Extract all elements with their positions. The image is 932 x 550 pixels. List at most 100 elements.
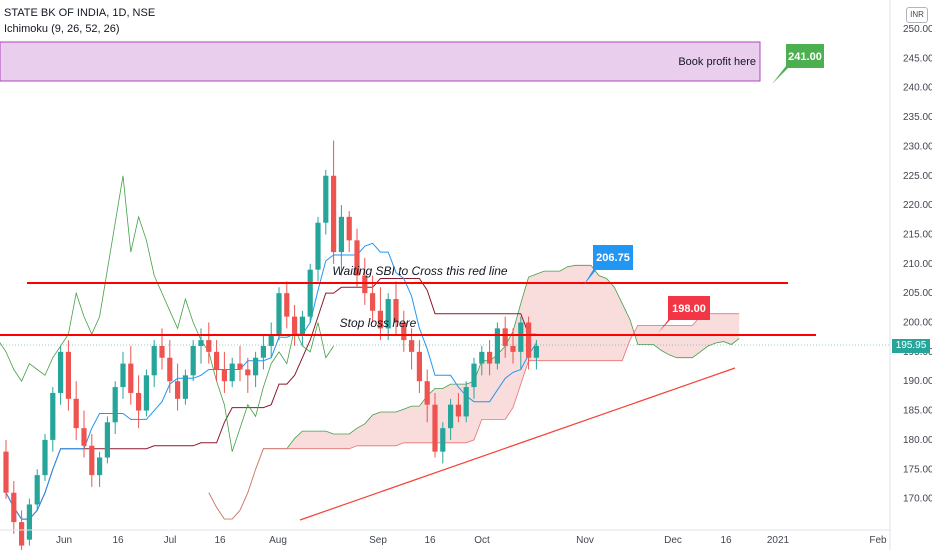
x-tick-label: Aug	[269, 535, 287, 546]
candle	[432, 392, 438, 458]
time-axis[interactable]: Jun 16 Jul 16 Aug Sep 16 Oct Nov Dec 16 2021 Feb	[56, 535, 887, 546]
currency-button[interactable]: INR	[906, 7, 928, 23]
callout-241[interactable]: 241.00	[772, 44, 824, 84]
candle	[299, 310, 305, 346]
y-tick-label: 220.00	[903, 200, 932, 211]
candle	[448, 398, 454, 440]
candle	[11, 480, 17, 534]
candle	[385, 293, 391, 341]
candle	[245, 357, 251, 393]
candle	[307, 263, 313, 323]
symbol-title: STATE BK OF INDIA, 1D, NSE	[4, 7, 156, 19]
candle	[26, 498, 32, 546]
candle	[268, 322, 274, 358]
candle	[136, 375, 142, 429]
support-trendline[interactable]	[299, 367, 736, 521]
candle	[229, 357, 235, 388]
candle	[323, 169, 329, 235]
candle	[112, 381, 118, 435]
indicator-title[interactable]: Ichimoku (9, 26, 52, 26)	[4, 23, 120, 35]
candle	[19, 510, 25, 550]
candle	[214, 340, 220, 382]
waiting-annotation: Waiting SBI to Cross this red line	[332, 264, 508, 278]
candle	[143, 369, 149, 417]
candle	[502, 316, 508, 358]
candle	[58, 345, 64, 405]
candle	[206, 322, 212, 364]
x-tick-label: Dec	[664, 535, 682, 546]
candle	[377, 287, 383, 341]
candle	[97, 451, 103, 487]
y-tick-label: 170.00	[903, 494, 932, 505]
candle	[73, 381, 79, 440]
x-tick-label: 16	[424, 535, 436, 546]
candle	[440, 422, 446, 464]
y-tick-label: 175.00	[903, 464, 932, 475]
candle	[104, 416, 110, 464]
callout-206[interactable]: 206.75	[583, 245, 633, 286]
x-tick-label: Nov	[576, 535, 594, 546]
candle	[65, 340, 71, 411]
candle	[463, 381, 469, 423]
candle	[354, 228, 360, 288]
candle	[346, 210, 352, 253]
y-tick-label: 250.00	[903, 24, 932, 35]
candle	[479, 345, 485, 376]
candle	[315, 216, 321, 282]
candles	[3, 140, 539, 550]
book-profit-label: Book profit here	[678, 56, 756, 68]
y-tick-label: 240.00	[903, 83, 932, 94]
candle	[260, 334, 266, 370]
candle	[50, 387, 56, 452]
candle	[424, 369, 430, 423]
y-tick-label: 185.00	[903, 406, 932, 417]
candle	[416, 340, 422, 393]
stop-loss-annotation: Stop loss here	[340, 316, 417, 330]
x-tick-label: Jul	[164, 535, 177, 546]
candle	[151, 340, 157, 388]
y-tick-label: 225.00	[903, 171, 932, 182]
candle	[167, 340, 173, 393]
candle	[42, 434, 48, 481]
candle	[175, 363, 181, 411]
candle	[81, 410, 87, 458]
candle	[487, 340, 493, 376]
candle	[471, 357, 477, 399]
x-tick-label: Jun	[56, 535, 72, 546]
candle	[284, 281, 290, 329]
x-tick-label: Feb	[869, 535, 887, 546]
x-tick-label: 16	[112, 535, 124, 546]
candle	[182, 369, 188, 405]
candle	[128, 345, 134, 405]
y-tick-label: 205.00	[903, 288, 932, 299]
candle	[237, 345, 243, 382]
x-tick-label: 16	[214, 535, 226, 546]
y-tick-label: 230.00	[903, 141, 932, 152]
x-tick-label: 2021	[767, 535, 790, 546]
y-tick-label: 210.00	[903, 259, 932, 270]
candle	[3, 439, 9, 499]
candle	[494, 322, 500, 370]
x-tick-label: Sep	[369, 535, 387, 546]
candle	[120, 351, 126, 399]
candle	[89, 434, 95, 487]
candle	[393, 281, 399, 335]
last-price-tag: 195.95	[892, 339, 930, 353]
candle	[526, 316, 532, 370]
callout-206-label: 206.75	[596, 252, 630, 264]
callout-198-label: 198.00	[672, 303, 706, 315]
callout-198[interactable]: 198.00	[658, 296, 710, 333]
candle	[401, 310, 407, 352]
y-tick-label: 200.00	[903, 318, 932, 329]
x-tick-label: 16	[720, 535, 732, 546]
candle	[276, 287, 282, 341]
y-tick-label: 215.00	[903, 229, 932, 240]
candle	[292, 304, 298, 346]
callout-241-label: 241.00	[788, 51, 822, 63]
candle	[533, 340, 539, 370]
candle	[518, 316, 524, 370]
candle	[362, 257, 368, 305]
candle	[455, 392, 461, 423]
